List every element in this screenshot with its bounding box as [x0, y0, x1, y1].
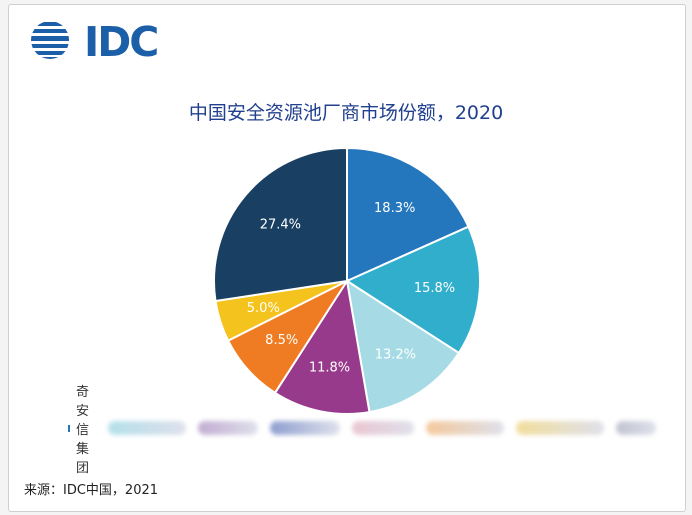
legend-obscured-entry	[426, 421, 505, 435]
pie-data-label-4: 11.8%	[309, 361, 350, 376]
source-note: 来源：IDC中国，2021	[24, 483, 159, 498]
pie-slice-3	[345, 278, 461, 414]
legend-swatch	[68, 424, 70, 432]
legend-obscured-entry	[352, 421, 415, 435]
chart-legend: 奇安信集团	[68, 385, 668, 476]
pie-slice-4	[273, 278, 371, 415]
legend-label: 奇安信集团	[75, 384, 89, 476]
legend-item-qianxin: 奇安信集团	[68, 381, 94, 476]
idc-logo: IDC	[26, 16, 166, 66]
pie-data-label-5: 8.5%	[265, 333, 298, 348]
pie-data-label-2: 15.8%	[414, 281, 455, 296]
idc-globe-icon	[31, 22, 69, 59]
legend-obscured-entry	[198, 421, 259, 435]
chart-title: 中国安全资源池厂商市场份额，2020	[188, 102, 504, 124]
pie-data-label-1: 18.3%	[374, 201, 415, 216]
pie-slice-7	[213, 146, 348, 303]
idc-logo-text: IDC	[84, 18, 159, 66]
legend-obscured-entry	[516, 421, 605, 435]
legend-obscured-entries	[108, 421, 668, 435]
pie-data-label-6: 5.0%	[247, 301, 280, 316]
pie-data-label-3: 13.2%	[375, 348, 416, 363]
legend-obscured-entry	[270, 421, 341, 435]
legend-obscured-entry	[108, 421, 187, 435]
pie-slice-1	[346, 146, 470, 283]
legend-obscured-entry	[616, 421, 657, 435]
pie-data-label-7: 27.4%	[260, 217, 301, 232]
pie-slice-2	[344, 225, 482, 355]
